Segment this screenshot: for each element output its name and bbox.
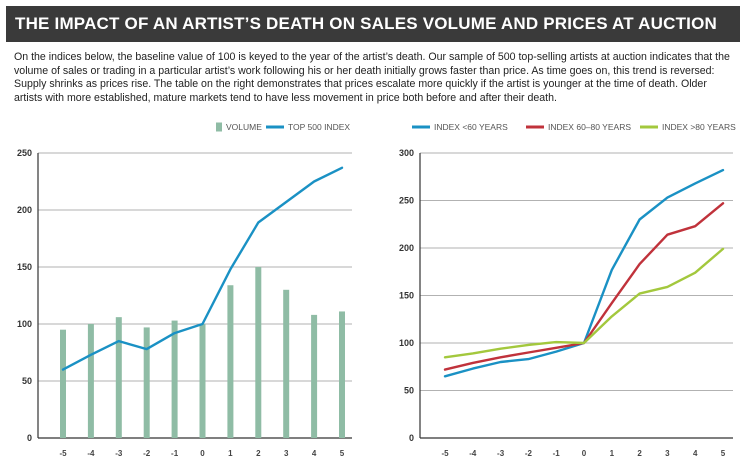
x-tick-label: 4: [693, 449, 698, 458]
bar-volume: [87, 324, 94, 438]
page-title: THE IMPACT OF AN ARTIST’S DEATH ON SALES…: [15, 14, 717, 33]
y-tick-label: 0: [409, 433, 414, 443]
x-tick-label: -4: [87, 449, 95, 458]
legend-swatch: [640, 125, 658, 129]
legend-label: VOLUME: [226, 122, 262, 132]
bar-volume: [199, 324, 206, 438]
x-tick-label: -2: [143, 449, 151, 458]
x-tick-label: 2: [256, 449, 261, 458]
x-tick-label: 5: [721, 449, 726, 458]
x-tick-label: 2: [637, 449, 642, 458]
legend-label: INDEX >80 YEARS: [662, 122, 736, 132]
y-tick-label: 250: [399, 196, 414, 206]
bar-volume: [311, 314, 318, 438]
bar-volume: [255, 267, 262, 438]
bar-volume: [143, 327, 150, 438]
title-bar: THE IMPACT OF AN ARTIST’S DEATH ON SALES…: [6, 6, 740, 42]
y-tick-label: 0: [27, 433, 32, 443]
x-tick-label: 1: [610, 449, 615, 458]
series-line-index-60-80-years: [443, 202, 725, 371]
y-tick-label: 100: [17, 319, 32, 329]
series-line-top-500-index: [61, 166, 344, 371]
x-tick-label: -1: [553, 449, 561, 458]
x-tick-label: -3: [115, 449, 123, 458]
legend-label: TOP 500 INDEX: [288, 122, 350, 132]
series-line-index-60-years: [443, 168, 725, 378]
bar-volume: [115, 317, 122, 438]
y-tick-label: 300: [399, 148, 414, 158]
x-tick-label: 1: [228, 449, 233, 458]
x-tick-label: 3: [284, 449, 289, 458]
bar-volume: [283, 289, 290, 438]
y-tick-label: 150: [17, 262, 32, 272]
y-tick-label: 150: [399, 291, 414, 301]
x-tick-label: 5: [340, 449, 345, 458]
legend-swatch: [412, 125, 430, 129]
x-tick-label: 4: [312, 449, 317, 458]
legend-swatch: [216, 122, 222, 132]
bar-volume: [60, 329, 66, 438]
x-tick-label: 0: [200, 449, 205, 458]
y-tick-label: 50: [404, 386, 414, 396]
x-tick-label: 0: [582, 449, 587, 458]
chart-2: 0 50 100 150 200 250 300 -5 -4 -3 -2 -1 0 1 2 3 4 5 INDEX …: [399, 122, 736, 458]
x-tick-label: -5: [441, 449, 449, 458]
series-line-index-80-years: [443, 247, 725, 359]
x-tick-label: -1: [171, 449, 179, 458]
x-tick-label: -4: [469, 449, 477, 458]
x-tick-label: -3: [497, 449, 505, 458]
x-tick-label: 3: [665, 449, 670, 458]
chart-1: 0 50 100 150 200 250 -5 -4 -3 -2 -1 0 1 2 3 4 5 VOLUME TOP…: [17, 122, 352, 458]
legend-swatch: [526, 125, 544, 129]
y-tick-label: 200: [399, 243, 414, 253]
y-tick-label: 50: [22, 376, 32, 386]
bar-volume: [339, 311, 345, 438]
bar-volume: [171, 320, 178, 438]
y-tick-label: 200: [17, 205, 32, 215]
x-tick-label: -2: [525, 449, 533, 458]
legend-label: INDEX 60–80 YEARS: [548, 122, 631, 132]
y-tick-label: 250: [17, 148, 32, 158]
x-tick-label: -5: [59, 449, 67, 458]
bar-volume: [227, 285, 234, 438]
legend-swatch: [266, 125, 284, 129]
intro-paragraph: On the indices below, the baseline value…: [14, 51, 730, 104]
legend-label: INDEX <60 YEARS: [434, 122, 508, 132]
y-tick-label: 100: [399, 338, 414, 348]
